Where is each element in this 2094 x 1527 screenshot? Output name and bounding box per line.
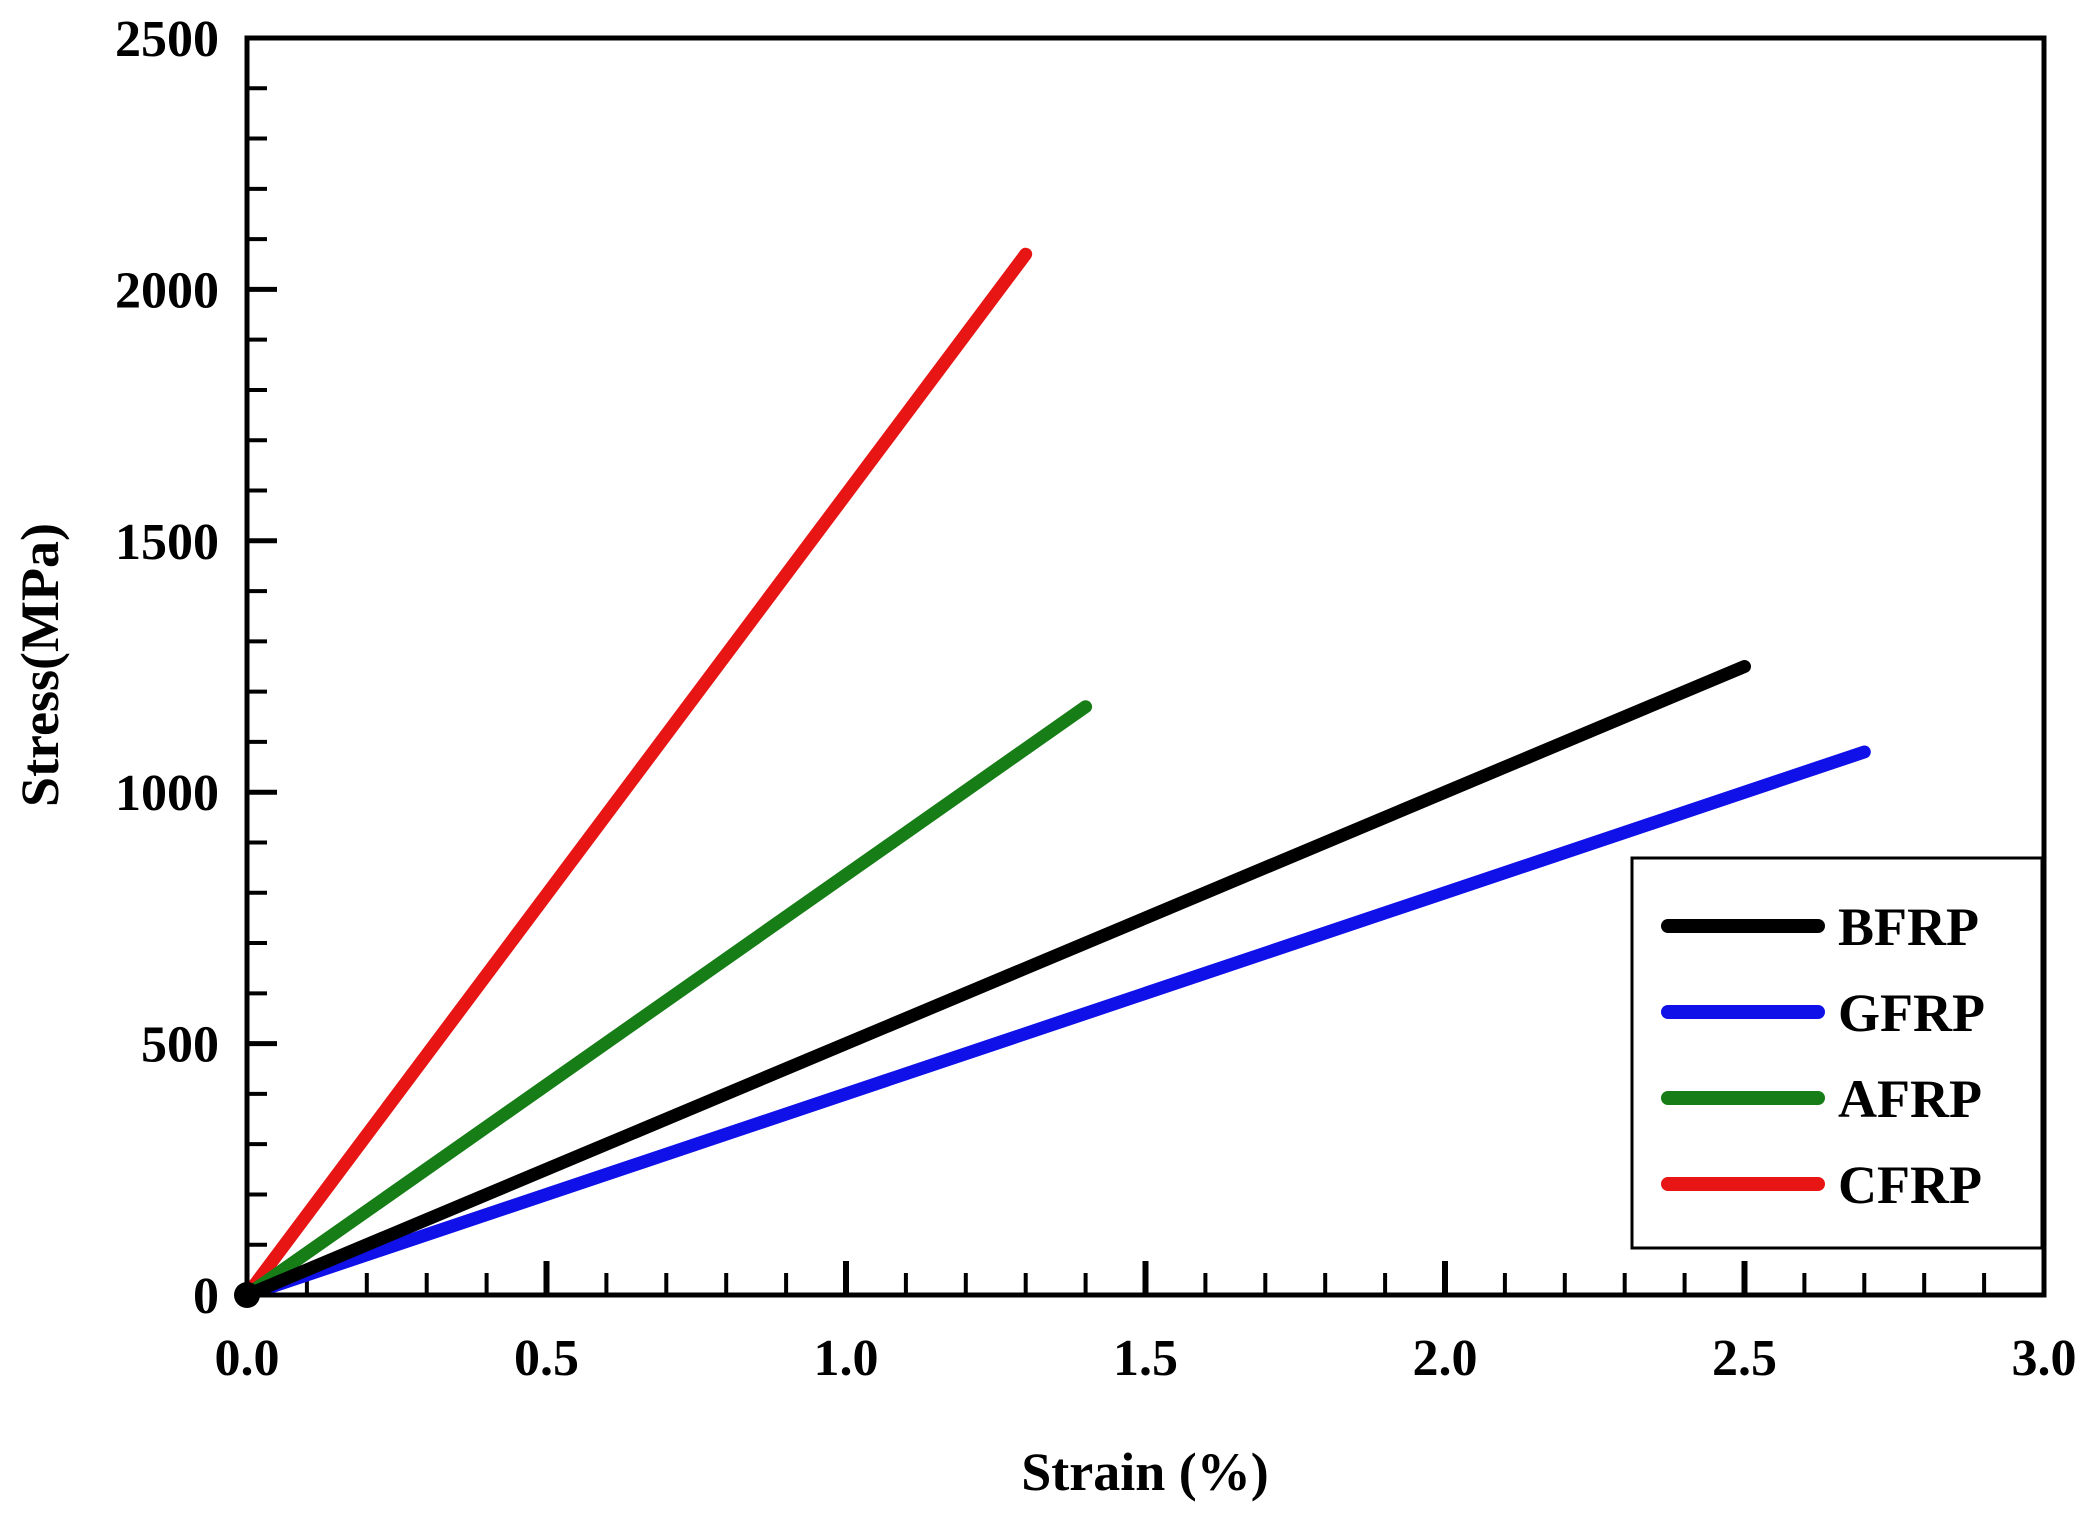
y-tick-label: 2500 [115, 11, 219, 68]
series-line-bfrp [240, 660, 1751, 1302]
series-line-gfrp [240, 745, 1871, 1302]
y-tick-label: 1000 [115, 765, 219, 822]
x-tick-labels: 0.0 0.5 1.0 1.5 2.0 2.5 3.0 [215, 1330, 2077, 1387]
x-tick-label: 1.5 [1113, 1330, 1178, 1387]
x-axis-title: Strain (%) [1021, 1442, 1268, 1502]
x-tick-label: 0.5 [514, 1330, 579, 1387]
legend-label-cfrp: CFRP [1838, 1155, 1982, 1215]
x-tick-label: 3.0 [2012, 1330, 2077, 1387]
y-tick-labels: 0 500 1000 1500 2000 2500 [115, 11, 219, 1325]
y-tick-label: 500 [141, 1017, 219, 1074]
ticks-layer [247, 86, 1987, 1295]
x-tick-label: 1.0 [814, 1330, 879, 1387]
series-layer [234, 247, 1871, 1308]
legend-label-gfrp: GFRP [1838, 983, 1985, 1043]
y-tick-label: 0 [193, 1268, 219, 1325]
x-tick-label: 2.5 [1712, 1330, 1777, 1387]
y-tick-label: 1500 [115, 514, 219, 571]
legend-label-bfrp: BFRP [1838, 897, 1979, 957]
series-line-afrp [240, 700, 1093, 1302]
plot-frame [244, 35, 2047, 1298]
legend-label-afrp: AFRP [1838, 1069, 1982, 1129]
x-tick-label: 2.0 [1413, 1330, 1478, 1387]
y-axis-title: Stress(MPa) [10, 523, 70, 807]
y-tick-label: 2000 [115, 262, 219, 319]
legend-items: BFRP GFRP AFRP CFRP [1661, 897, 1985, 1215]
legend: BFRP GFRP AFRP CFRP [1630, 856, 2044, 1250]
x-tick-label: 0.0 [215, 1330, 280, 1387]
series-line-cfrp [240, 247, 1033, 1302]
